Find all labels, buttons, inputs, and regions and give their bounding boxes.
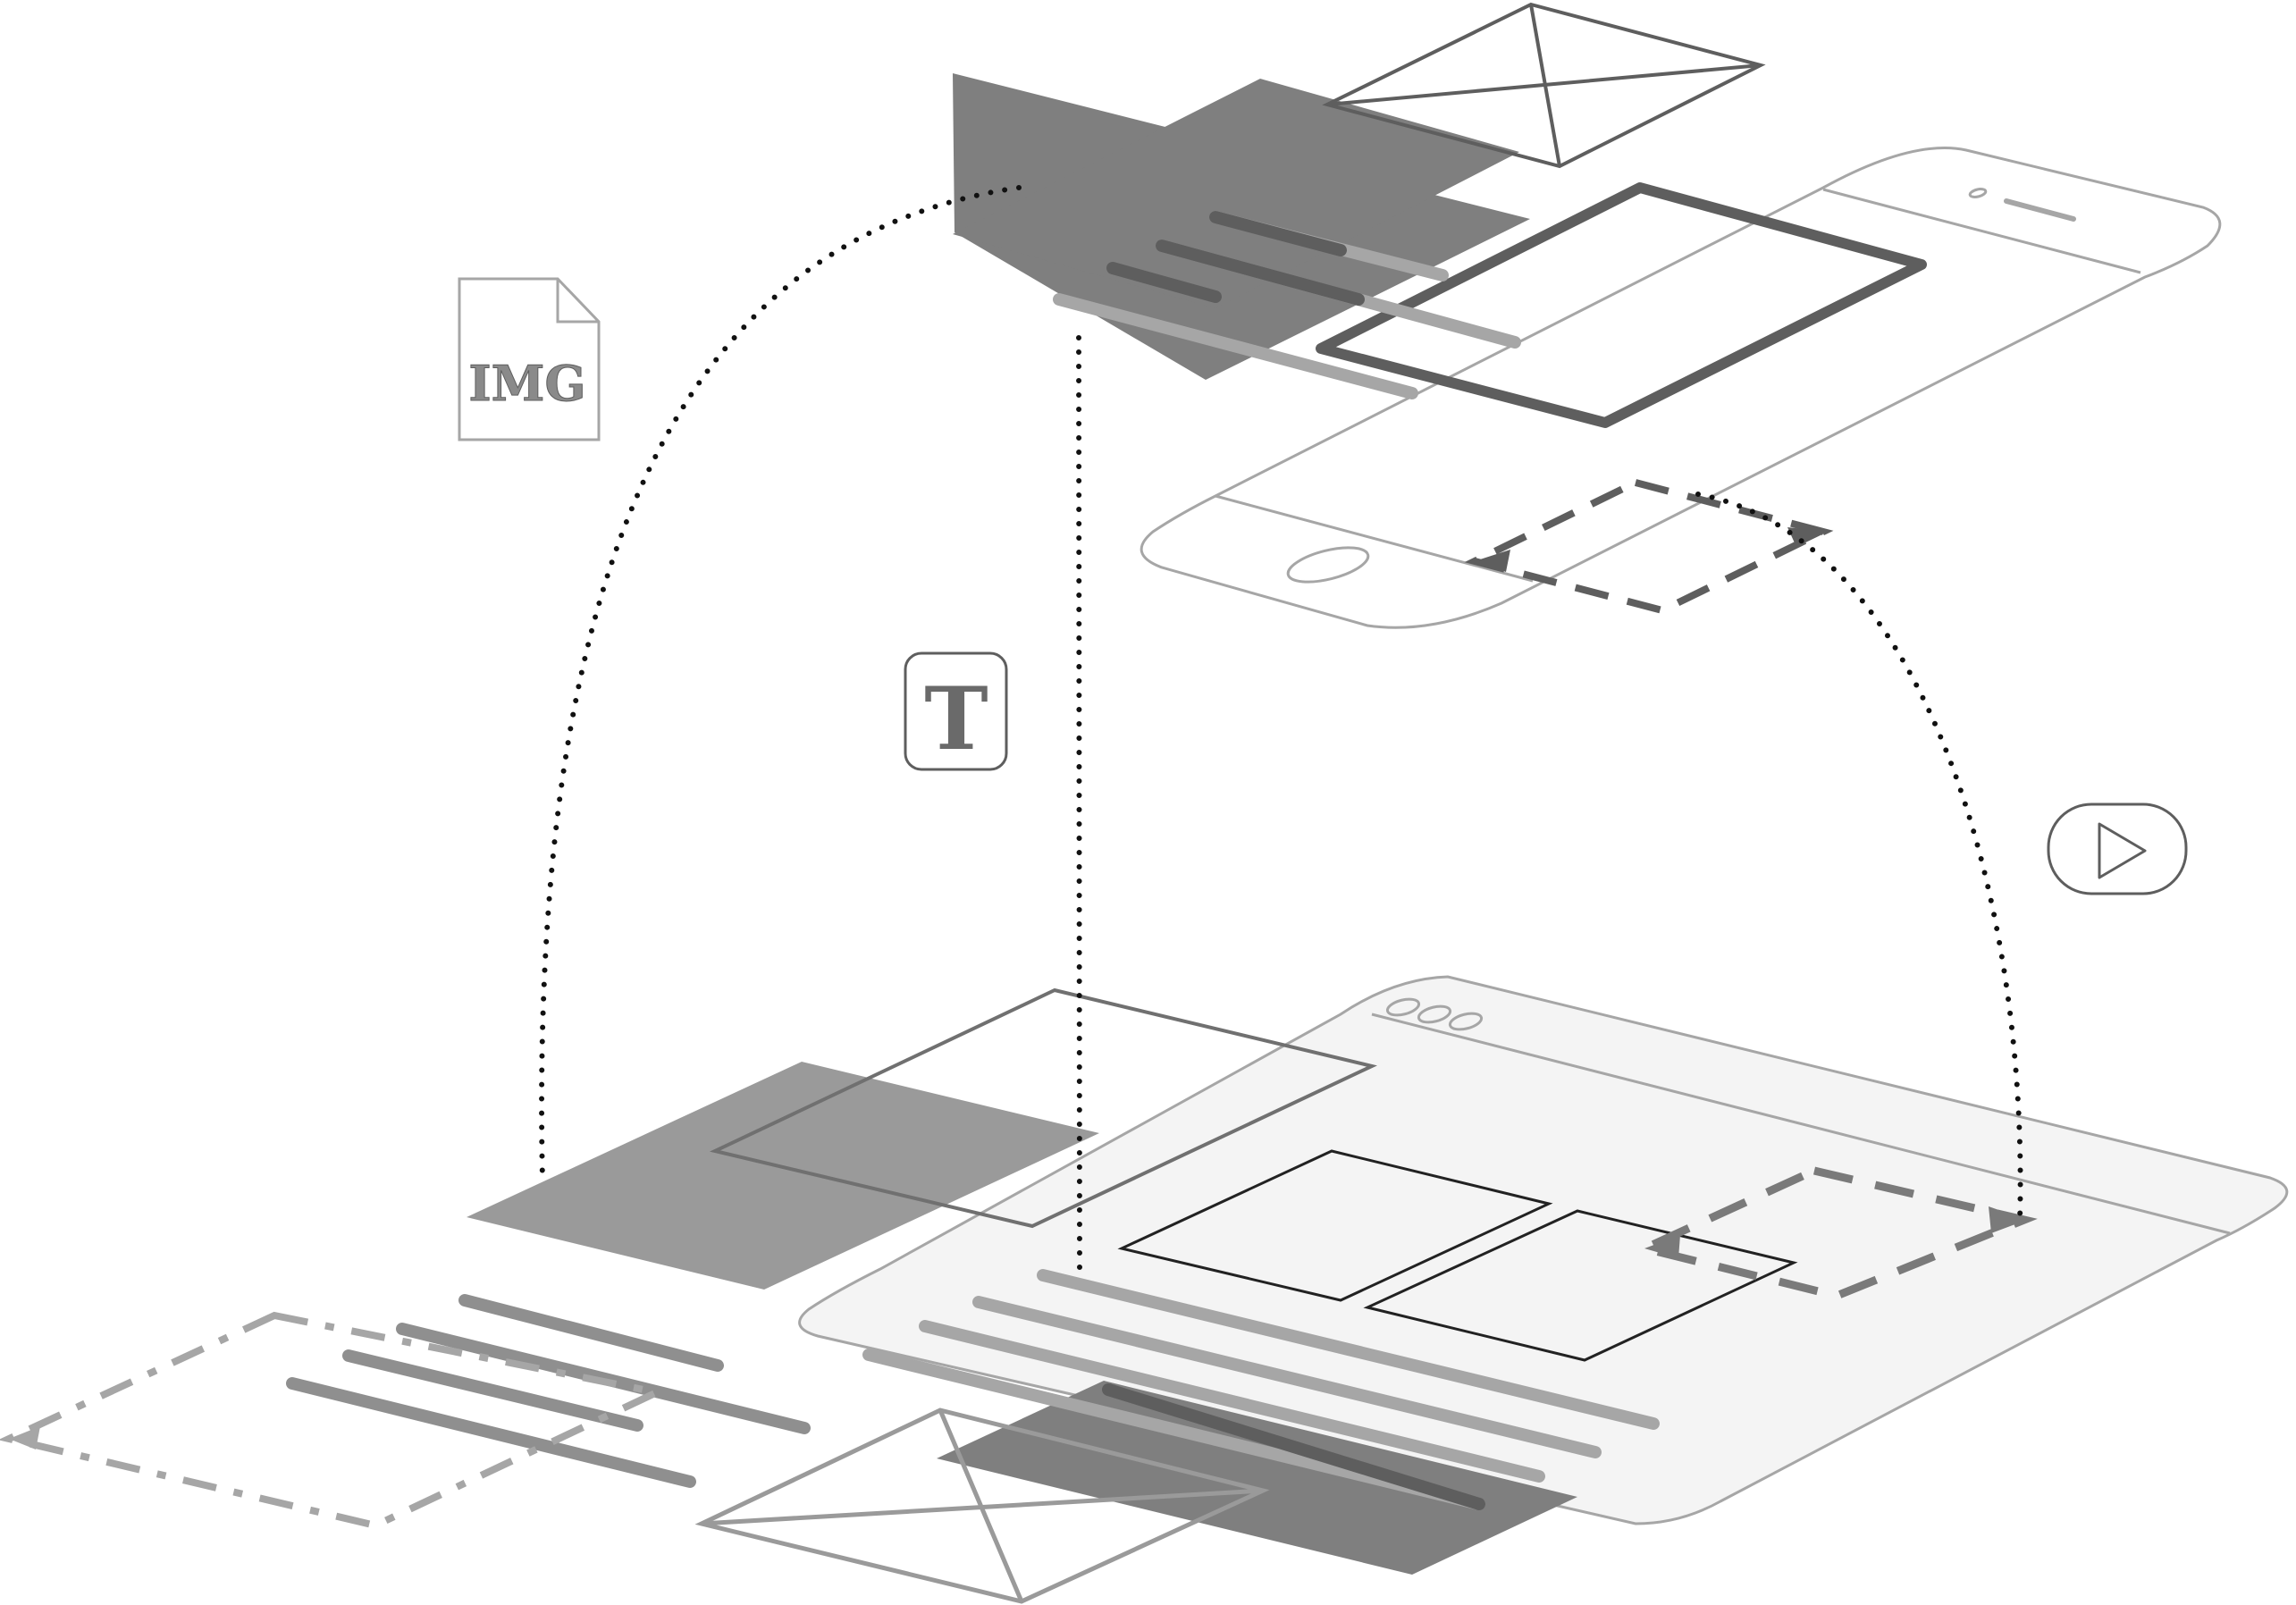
text-lines-bottom-dark [1102,1383,1485,1510]
arrow-head-top-right [1787,527,1828,547]
arrow-head-bottom-right-left [1644,1235,1680,1258]
video-placeholder-bottom-right-dashed [1632,1166,2038,1300]
video-placeholder-bottom-left-dashed [0,1311,669,1530]
connector-video-arc [1695,492,2023,1223]
arrow-head-bottom-right [1989,1206,2027,1233]
video-placeholder-top-dashed [1464,478,1834,615]
dotted-connectors [539,185,2023,1270]
image-placeholder-top-crossed [1322,2,1766,169]
layout-frame-bottom [709,987,1378,1229]
arrow-head-top-left [1475,550,1510,572]
text-lines-top [1053,211,1521,399]
image-placeholder-bottom-dark [937,1381,1577,1575]
image-file-icon: IMG [458,277,601,441]
phone-screen-frame [1316,182,1927,428]
connector-image-arc [539,185,1022,1182]
image-placeholder-bottom-crossed [694,1408,1270,1604]
image-placeholder-bottom-gray [467,1062,1099,1290]
text-icon: T [904,651,1008,771]
text-icon-label: T [924,668,988,769]
play-button-icon [2047,802,2188,895]
image-placeholder-top-shape [953,79,1519,308]
connector-text-vertical [1076,335,1082,1270]
text-lines-bottom-left [286,1294,811,1488]
arrow-head-bottom-left [9,1426,40,1450]
mobile-phone-outline [1140,147,2222,629]
content-cards [1117,1149,1798,1362]
image-file-label: IMG [468,355,585,412]
